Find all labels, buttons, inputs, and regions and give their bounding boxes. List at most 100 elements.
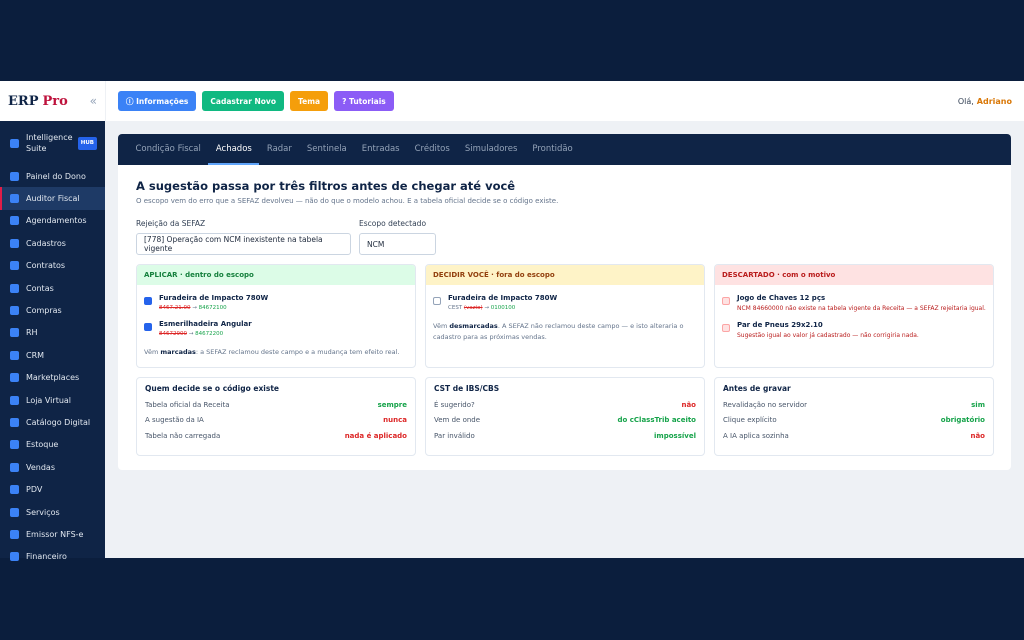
nav-label: Serviços bbox=[26, 507, 60, 517]
item-body: Furadeira de Impacto 780W 8467.21.00 → 84… bbox=[159, 294, 268, 311]
result-column: DESCARTADO · com o motivo Jogo de Chaves … bbox=[714, 264, 994, 368]
brand-name: ERP bbox=[8, 93, 39, 109]
column-header: APLICAR · dentro do escopo bbox=[137, 265, 415, 285]
nav-item[interactable]: Painel do Dono bbox=[0, 165, 105, 187]
nav-icon bbox=[10, 194, 19, 204]
info-row: Tabela oficial da Receita sempre bbox=[145, 401, 407, 416]
field: Rejeição da SEFAZ [778] Operação com NCM … bbox=[136, 219, 351, 255]
nav-icon bbox=[10, 373, 19, 383]
greeting: Olá, Adriano bbox=[958, 97, 1012, 106]
item-body: Par de Pneus 29x2.10 Sugestão igual ao va… bbox=[737, 321, 919, 339]
toolbar-button[interactable]: Cadastrar Novo bbox=[202, 91, 284, 111]
nav-item[interactable]: Cadastros bbox=[0, 232, 105, 254]
checkbox[interactable] bbox=[144, 297, 152, 305]
nav-item[interactable]: RH bbox=[0, 322, 105, 344]
checkbox bbox=[722, 324, 730, 332]
nav-label: RH bbox=[26, 328, 38, 338]
item-body: Furadeira de Impacto 780W CEST (vazio) → … bbox=[448, 294, 557, 311]
tab[interactable]: Simuladores bbox=[464, 143, 518, 154]
field-label: Rejeição da SEFAZ bbox=[136, 219, 206, 228]
toolbar-button[interactable]: Tema bbox=[289, 91, 329, 111]
nav-label: Marketplaces bbox=[26, 373, 80, 383]
nav-label: Catálogo Digital bbox=[26, 417, 91, 427]
tab[interactable]: Entradas bbox=[361, 143, 400, 154]
info-label: Revalidação no servidor bbox=[723, 401, 808, 409]
nav-icon bbox=[10, 261, 19, 271]
item-name: Furadeira de Impacto 780W bbox=[448, 294, 558, 302]
nav-label: Agendamentos bbox=[26, 216, 87, 226]
nav-label: Contas bbox=[26, 283, 54, 293]
nav-icon bbox=[10, 306, 19, 316]
tab[interactable]: Sentinela bbox=[306, 143, 347, 154]
tab[interactable]: Achados bbox=[208, 134, 260, 165]
nav-item[interactable]: Marketplaces bbox=[0, 367, 105, 389]
nav-item[interactable]: Serviços bbox=[0, 501, 105, 523]
nav-item[interactable]: Catálogo Digital bbox=[0, 411, 105, 433]
info-label: Tabela não carregada bbox=[145, 431, 221, 440]
item-code: 8467.21.00 → 84672100 bbox=[159, 305, 268, 311]
nav-icon bbox=[10, 529, 19, 539]
tab[interactable]: Prontidão bbox=[532, 143, 573, 154]
checkbox[interactable] bbox=[144, 323, 152, 331]
info-card-title: CST de IBS/CBS bbox=[434, 384, 500, 393]
info-label: A IA aplica sozinha bbox=[723, 431, 789, 440]
result-item: Furadeira de Impacto 780W 8467.21.00 → 84… bbox=[137, 294, 415, 311]
app: ERP Pro « Intelligence Suite HUB Painel do Do… bbox=[0, 81, 1024, 562]
info-label: A sugestão da IA bbox=[145, 416, 204, 425]
info-card: Antes de gravar Revalidação no servidor si… bbox=[714, 377, 994, 456]
info-value: não bbox=[970, 431, 985, 440]
info-label: Clique explícito bbox=[723, 416, 777, 425]
nav-icon bbox=[10, 216, 19, 226]
collapse-button[interactable]: « bbox=[89, 94, 97, 108]
nav-icon bbox=[10, 462, 19, 472]
nav-label: Auditor Fiscal bbox=[26, 194, 80, 204]
nav-label: Painel do Dono bbox=[26, 171, 86, 181]
result-item: Furadeira de Impacto 780W CEST (vazio) → … bbox=[426, 294, 704, 311]
toolbar-button[interactable]: ? Tutoriais bbox=[334, 91, 394, 111]
nav-icon bbox=[10, 171, 19, 181]
nav-label: Intelligence Suite bbox=[26, 133, 73, 153]
nav-item[interactable]: Emissor NFS-e bbox=[0, 523, 105, 545]
nav-item[interactable]: Contratos bbox=[0, 255, 105, 277]
nav-item[interactable]: Agendamentos bbox=[0, 210, 105, 232]
code-field: CEST bbox=[448, 305, 463, 311]
nav-label: Cadastros bbox=[26, 238, 66, 248]
note-emphasis: desmarcadas bbox=[449, 322, 498, 330]
nav-item[interactable]: CRM bbox=[0, 344, 105, 366]
nav-item[interactable]: Vendas bbox=[0, 456, 105, 478]
user-name[interactable]: Adriano bbox=[976, 96, 1012, 106]
nav-item[interactable]: Loja Virtual bbox=[0, 389, 105, 411]
field-input[interactable]: NCM bbox=[359, 233, 436, 255]
topbar: ⓘ Informações Cadastrar Novo Tema? Tutoria… bbox=[106, 81, 1024, 121]
nav-item[interactable]: Estoque bbox=[0, 434, 105, 456]
brand: ERP Pro « bbox=[0, 81, 105, 121]
arrow: → bbox=[484, 305, 489, 311]
main-card: Condição Fiscal Achados Radar Sentinela Entr… bbox=[118, 134, 1011, 470]
column-header: DESCARTADO · com o motivo bbox=[715, 265, 993, 285]
old-code: 84672900 bbox=[159, 331, 187, 337]
sidebar: ERP Pro « Intelligence Suite HUB Painel do Do… bbox=[0, 81, 105, 562]
tab[interactable]: Radar bbox=[266, 143, 292, 154]
nav-item[interactable]: Auditor Fiscal bbox=[0, 187, 105, 210]
nav-label: Compras bbox=[26, 306, 62, 316]
nav-item[interactable]: Compras bbox=[0, 299, 105, 321]
nav-item[interactable]: Intelligence Suite HUB bbox=[0, 121, 105, 165]
checkbox[interactable] bbox=[433, 297, 441, 305]
item-body: Jogo de Chaves 12 pçs NCM 84660000 não ex… bbox=[737, 294, 986, 312]
info-label: Vem de onde bbox=[434, 416, 481, 425]
tab[interactable]: Condição Fiscal bbox=[135, 143, 201, 154]
field-input[interactable]: [778] Operação com NCM inexistente na ta… bbox=[136, 233, 351, 255]
item-name: Par de Pneus 29x2.10 bbox=[737, 321, 823, 329]
info-row: Revalidação no servidor sim bbox=[723, 401, 985, 416]
info-value: impossível bbox=[654, 431, 696, 440]
item-name: Furadeira de Impacto 780W bbox=[159, 294, 269, 302]
nav-item[interactable]: Financeiro bbox=[0, 546, 105, 568]
tab[interactable]: Créditos bbox=[414, 143, 450, 154]
nav-icon bbox=[10, 507, 19, 517]
nav-item[interactable]: Contas bbox=[0, 277, 105, 299]
toolbar-button[interactable]: ⓘ Informações bbox=[118, 91, 197, 111]
nav-icon bbox=[10, 552, 19, 562]
nav-label: Estoque bbox=[26, 440, 59, 450]
old-code: (vazio) bbox=[463, 305, 483, 311]
nav-item[interactable]: PDV bbox=[0, 478, 105, 500]
